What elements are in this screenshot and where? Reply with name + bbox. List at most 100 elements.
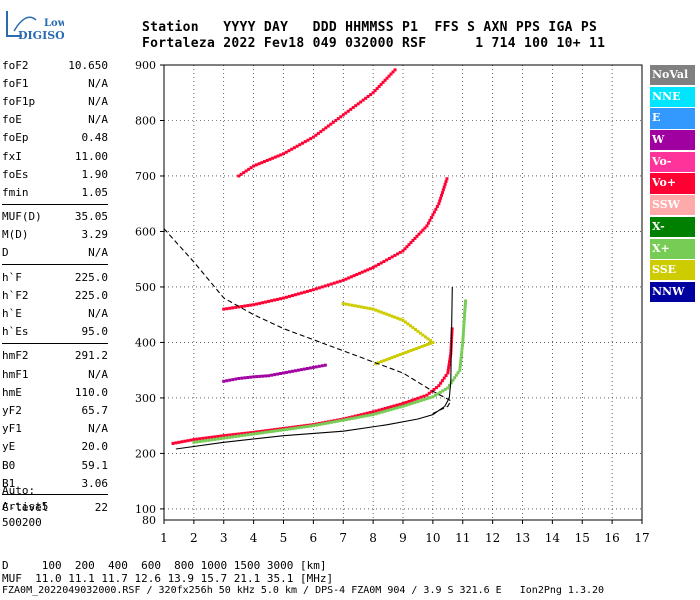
echo-point (389, 405, 393, 409)
echo-point (398, 402, 402, 406)
echo-point (434, 207, 438, 211)
echo-point (351, 106, 355, 110)
echo-point (463, 308, 467, 312)
echo-point (207, 438, 211, 442)
param-row: yF1 N/A (2, 420, 108, 438)
echo-point (460, 344, 464, 348)
direction-legend: NoVal NNE E W Vo- Vo+ SSW X- X+ SSE NNW (650, 65, 695, 304)
echo-point (258, 430, 262, 434)
param-value: 291.2 (74, 349, 108, 363)
echo-point (407, 399, 411, 403)
echo-point (302, 290, 306, 294)
echo-point (428, 339, 432, 343)
logo-line2: DIGISONDE (18, 29, 64, 42)
echo-point (443, 387, 447, 391)
echo-point (231, 306, 235, 310)
echo-point (314, 133, 318, 137)
echo-point (249, 375, 253, 379)
echo-point (195, 440, 199, 444)
echo-point (324, 126, 328, 130)
echo-point (282, 296, 285, 300)
echo-point (379, 310, 383, 314)
echo-point (362, 305, 366, 309)
param-value: N/A (88, 94, 108, 108)
echo-point (401, 352, 405, 356)
echo-point (416, 400, 420, 404)
header-row-1: Station YYYY DAY DDD HHMMSS P1 FFS S AXN… (142, 20, 598, 35)
echo-point (267, 430, 271, 434)
echo-point (364, 96, 368, 100)
echo-point (290, 294, 294, 298)
echo-point (387, 256, 391, 260)
param-row: B1 3.06 (2, 474, 108, 492)
echo-point (425, 397, 429, 401)
echo-point (240, 434, 244, 438)
auto-program: Artist5 (2, 500, 49, 513)
echo-point (255, 432, 259, 436)
echo-point (413, 327, 417, 331)
param-key: foE (2, 113, 22, 127)
echo-point (282, 152, 285, 156)
echo-point (459, 353, 463, 357)
param-row: foF2 10.650 (2, 56, 108, 74)
echo-point (282, 428, 285, 432)
echo-point (306, 138, 310, 142)
param-key: fmin (2, 185, 29, 199)
echo-point (279, 297, 283, 301)
echo-point (362, 412, 366, 416)
echo-point (438, 199, 442, 203)
echo-point (380, 407, 384, 411)
echo-point (371, 266, 375, 270)
echo-point (361, 98, 365, 102)
param-row: foEs 1.90 (2, 165, 108, 183)
echo-point (410, 398, 414, 402)
param-key: hmE (2, 385, 22, 399)
echo-point (276, 372, 280, 376)
echo-point (427, 391, 431, 395)
echo-point (440, 191, 444, 195)
echo-point (231, 433, 235, 437)
param-value: N/A (88, 367, 108, 381)
echo-point (374, 362, 378, 366)
echo-point (279, 372, 283, 376)
echo-point (284, 370, 288, 374)
echo-point (444, 180, 448, 184)
x-tick-label: 5 (280, 531, 288, 545)
echo-point (180, 440, 184, 444)
echo-point (270, 429, 274, 433)
echo-point (360, 270, 364, 274)
echo-point (464, 299, 468, 303)
echo-point (392, 407, 396, 411)
echo-point (406, 322, 410, 326)
echo-point (352, 274, 356, 278)
echo-point (377, 263, 381, 267)
echo-point (243, 433, 247, 437)
param-row: hmF2 291.2 (2, 347, 108, 365)
param-value: N/A (88, 307, 108, 321)
echo-point (287, 370, 291, 374)
echo-point (385, 76, 389, 80)
echo-point (371, 91, 375, 95)
echo-point (308, 289, 312, 293)
echo-point (459, 359, 463, 363)
echo-point (198, 437, 202, 441)
param-row: h`E N/A (2, 304, 108, 322)
echo-point (192, 440, 196, 444)
x-tick-label: 6 (310, 531, 318, 545)
echo-point (301, 141, 305, 145)
echo-point (341, 113, 345, 117)
echo-point (237, 174, 241, 178)
echo-point (243, 431, 247, 435)
echo-point (255, 430, 259, 434)
echo-point (243, 376, 247, 380)
echo-point (246, 431, 250, 435)
echo-point (270, 373, 274, 377)
echo-point (296, 426, 300, 430)
echo-point (416, 396, 420, 400)
echo-point (219, 434, 223, 438)
echo-point (237, 377, 241, 381)
echo-point (431, 395, 435, 399)
logo-line1: Lowell (44, 18, 64, 29)
echo-point (228, 306, 232, 310)
y-tick-label: 80 (142, 514, 156, 527)
